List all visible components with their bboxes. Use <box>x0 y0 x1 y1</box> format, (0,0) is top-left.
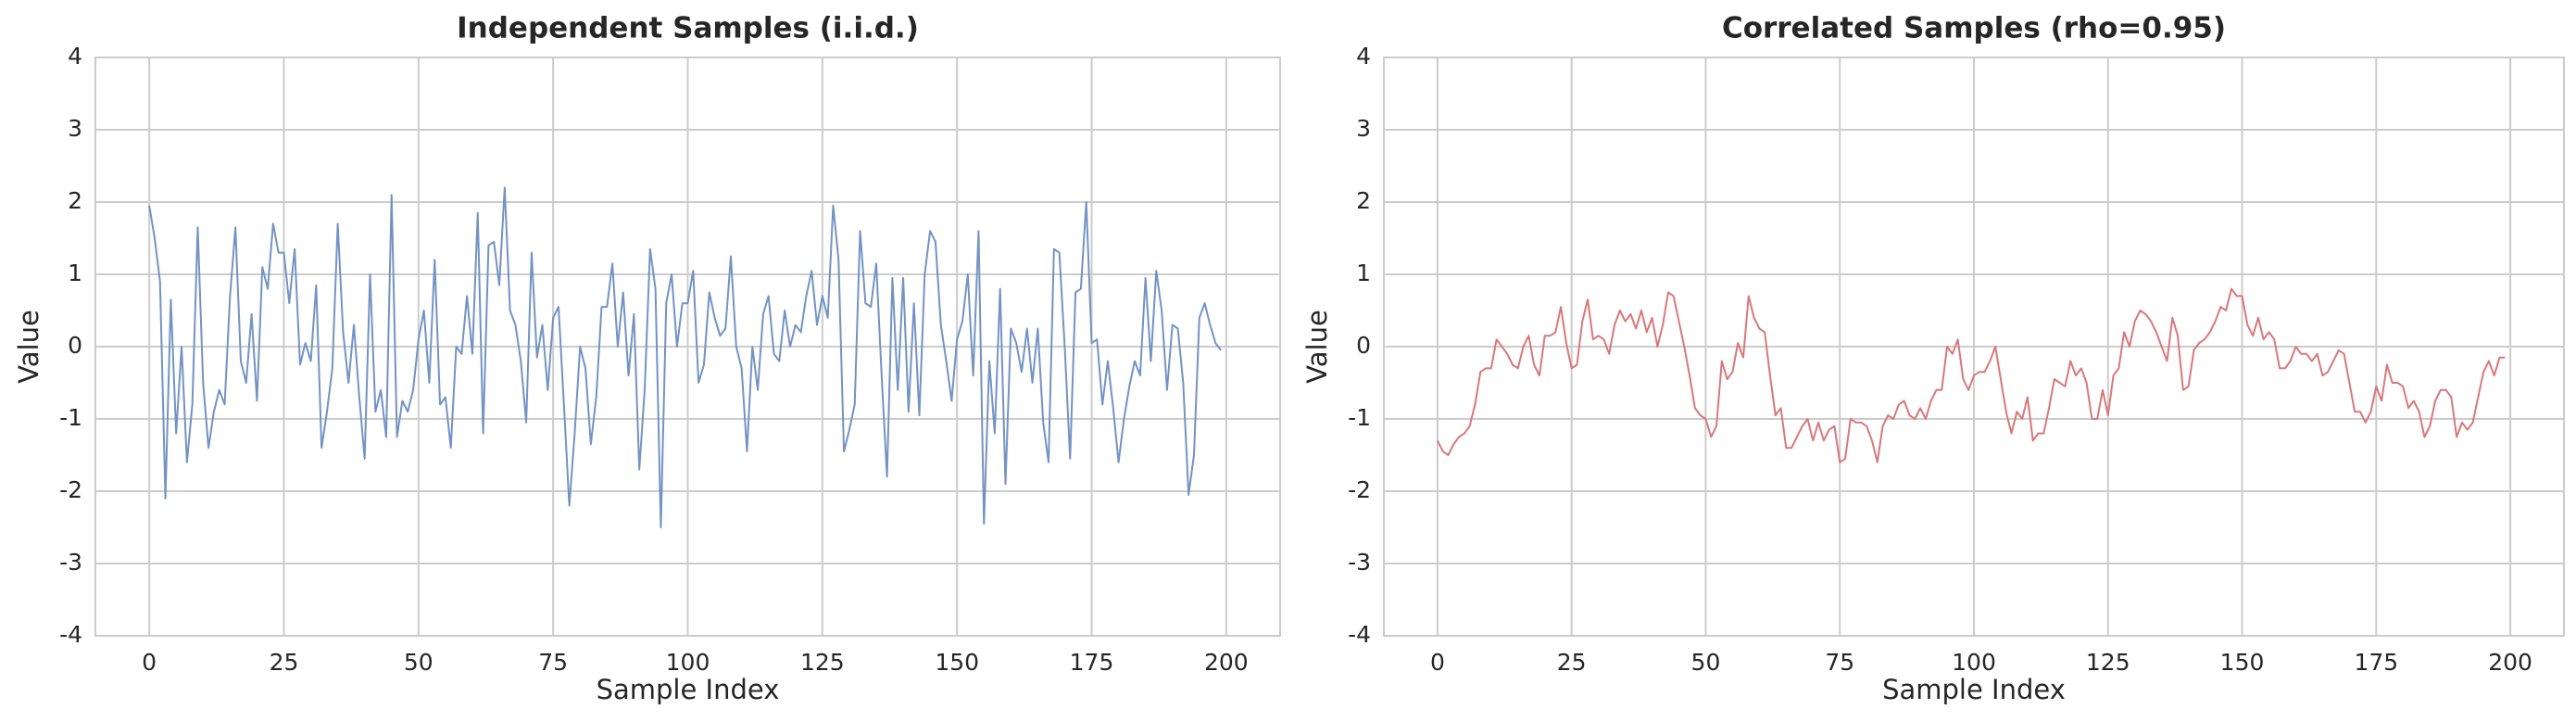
y-tick-label: -2 <box>59 476 82 503</box>
x-tick-label: 0 <box>1430 649 1445 676</box>
y-tick-label: 3 <box>68 115 82 142</box>
subplot: -4 -3 -2 -1 0 1 2 3 4 0 25 50 75 100 125 150 175 200 Indep… <box>13 12 1281 705</box>
y-tick-label: 4 <box>68 43 82 70</box>
y-tick-label: 4 <box>1356 43 1371 70</box>
x-tick-label: 100 <box>666 649 710 676</box>
x-tick-label: 200 <box>1204 649 1249 676</box>
y-axis-label: Value <box>1301 310 1333 384</box>
x-tick-label: 200 <box>2488 649 2532 676</box>
chart-title: Independent Samples (i.i.d.) <box>457 12 919 45</box>
x-tick-label: 75 <box>1825 649 1854 676</box>
y-tick-label: 1 <box>68 260 82 286</box>
x-tick-label: 0 <box>142 649 157 676</box>
y-tick-label: -4 <box>1348 621 1371 648</box>
chart-title: Correlated Samples (rho=0.95) <box>1722 12 2226 45</box>
x-tick-label: 50 <box>1691 649 1721 676</box>
x-tick-label: 175 <box>2354 649 2398 676</box>
x-tick-label: 75 <box>538 649 568 676</box>
y-tick-label: 0 <box>68 332 82 359</box>
y-tick-label: -2 <box>1348 476 1371 503</box>
x-tick-label: 125 <box>800 649 845 676</box>
axes-frame <box>94 57 1281 637</box>
y-tick-label: 2 <box>68 187 82 214</box>
x-axis-label: Sample Index <box>597 674 780 705</box>
x-tick-label: 150 <box>2220 649 2265 676</box>
y-tick-label: 2 <box>1356 187 1371 214</box>
x-tick-label: 150 <box>935 649 979 676</box>
x-tick-label: 50 <box>404 649 434 676</box>
x-tick-label: 25 <box>270 649 299 676</box>
x-tick-label: 175 <box>1070 649 1114 676</box>
y-tick-label: -4 <box>59 621 82 648</box>
y-tick-label: -3 <box>1348 549 1371 576</box>
x-tick-label: 100 <box>1952 649 1996 676</box>
axes-frame <box>1383 57 2565 637</box>
y-tick-label: -1 <box>59 404 82 431</box>
y-tick-label: -3 <box>59 549 82 576</box>
y-axis-label: Value <box>13 310 44 384</box>
y-tick-label: 3 <box>1356 115 1371 142</box>
y-tick-label: 0 <box>1356 332 1371 359</box>
subplot: -4 -3 -2 -1 0 1 2 3 4 0 25 50 75 100 125 150 175 200 Corre… <box>1301 12 2565 705</box>
data-line <box>148 186 1222 528</box>
y-tick-label: -1 <box>1348 404 1371 431</box>
x-tick-label: 125 <box>2086 649 2130 676</box>
x-axis-label: Sample Index <box>1882 674 2066 705</box>
y-tick-label: 1 <box>1356 260 1371 286</box>
x-tick-label: 25 <box>1557 649 1587 676</box>
data-line <box>1437 287 2506 463</box>
